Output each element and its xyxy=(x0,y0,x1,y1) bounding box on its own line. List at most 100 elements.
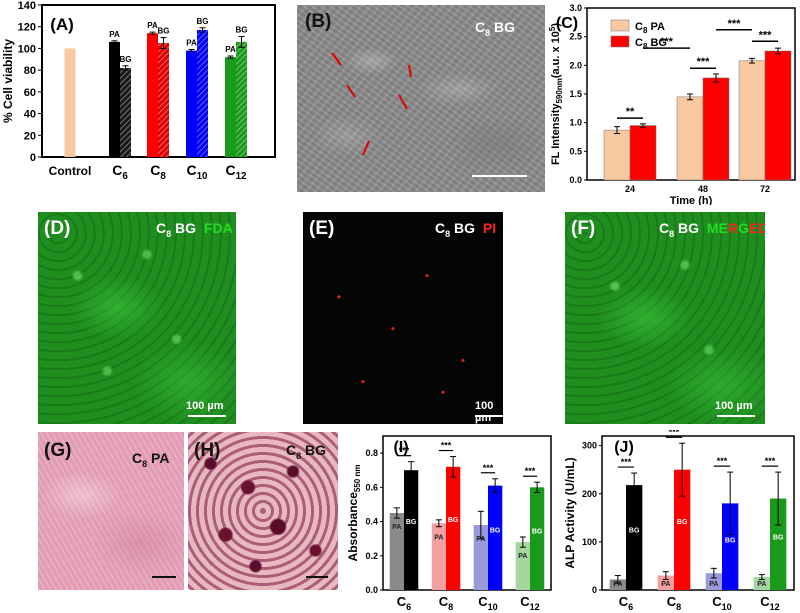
red-arrow-icon xyxy=(346,84,356,98)
micrograph-e-tag: C8 BG PI xyxy=(435,220,497,239)
bar-label: PA xyxy=(109,30,120,39)
panel-label-a: (A) xyxy=(50,15,74,34)
bar-pa xyxy=(753,577,770,590)
bar-label-pa: PA xyxy=(613,581,622,588)
bar-label-pa: PA xyxy=(661,581,670,588)
y-axis-label: Absorbance550 nm xyxy=(346,465,362,562)
bar xyxy=(738,60,766,181)
scale-bar xyxy=(152,576,176,578)
chart-a-viability: 0 20 40 60 80 100 120 140 % Cell viability (A) Con… xyxy=(1,0,276,182)
bar xyxy=(603,129,631,181)
bar-bg xyxy=(446,466,461,590)
micrograph-h-bg-stain: (H) C8 BG xyxy=(188,432,338,590)
bar-bg xyxy=(530,487,545,590)
bar-label-bg: BG xyxy=(448,517,459,524)
bar-label-pa: PA xyxy=(476,536,485,543)
legend-swatch xyxy=(610,19,630,32)
x-tick-label: 24 xyxy=(625,184,635,194)
legend-label: C8 BG xyxy=(635,37,667,51)
scale-bar-label: 100 µm xyxy=(715,400,753,412)
y-tick-label: 2.0 xyxy=(569,60,582,70)
bar-label-pa: PA xyxy=(518,553,527,560)
bar-pa xyxy=(609,579,626,590)
legend-swatch xyxy=(610,35,630,48)
x-category-label: C10 xyxy=(478,594,498,612)
bar-label-pa: PA xyxy=(709,581,718,588)
y-tick-label: 0.0 xyxy=(569,175,582,185)
panel-label-h: (H) xyxy=(194,440,221,461)
stain-label-pi: PI xyxy=(482,220,497,236)
micrograph-f-merged: (F) C8 BG MERGED 100 µm xyxy=(565,212,765,424)
y-axis-label: % Cell viability xyxy=(1,39,15,123)
panel-label-g: (G) xyxy=(44,440,72,461)
bar-hatch xyxy=(236,41,247,157)
significance-label: *** xyxy=(717,456,728,466)
bar-bg xyxy=(488,485,503,590)
bar-pa xyxy=(431,523,446,590)
arrows-overlay xyxy=(331,52,412,156)
significance-label: *** xyxy=(697,56,711,68)
significance-label: *** xyxy=(660,36,674,48)
bar-label-bg: BG xyxy=(490,528,501,535)
y-tick-label: 100 xyxy=(582,537,597,547)
x-category-label: C8 xyxy=(150,162,166,182)
y-tick-label: 120 xyxy=(18,22,36,34)
bar-hatch xyxy=(158,43,169,157)
y-tick-label: 80 xyxy=(24,65,36,77)
bar-pa xyxy=(657,575,674,590)
bar-pa xyxy=(705,573,722,590)
y-tick-label: 2.5 xyxy=(569,32,582,42)
y-tick-label: 100 xyxy=(18,43,36,55)
x-category-label: C6 xyxy=(397,594,411,612)
bar-label: PA xyxy=(147,21,158,30)
red-arrow-icon xyxy=(362,140,370,156)
bar-bg xyxy=(626,485,643,590)
x-category-label: C10 xyxy=(186,162,208,182)
panel-label-c: (C) xyxy=(556,15,578,32)
x-category-label: C8 xyxy=(439,594,453,612)
y-tick-label: 0.4 xyxy=(365,517,378,527)
bar-label-bg: BG xyxy=(773,535,784,542)
bar-hatch xyxy=(197,29,208,157)
x-category-label: C8 xyxy=(667,594,681,612)
scale-bar xyxy=(472,175,527,177)
y-axis-label: FL Intensity590nm(a.u. x 105) xyxy=(548,23,564,165)
y-tick-label: 140 xyxy=(18,0,36,12)
y-tick-label: 40 xyxy=(24,109,36,121)
bar-hatch xyxy=(120,67,131,157)
panel-label: (I) xyxy=(393,439,408,456)
significance-label: *** xyxy=(441,441,452,451)
bar-label-pa: PA xyxy=(392,524,401,531)
bar-bg xyxy=(770,498,787,590)
y-tick-label: 0.5 xyxy=(569,146,582,156)
significance-label: ** xyxy=(626,106,635,118)
x-tick-label: 48 xyxy=(698,184,708,194)
legend-label: C8 PA xyxy=(635,21,665,35)
micrograph-d-tag: C8 BG FDA xyxy=(156,220,233,239)
y-tick-label: 200 xyxy=(582,489,597,499)
micrograph-d-fda: (D) C8 BG FDA 100 µm xyxy=(38,212,236,424)
x-tick-label: 72 xyxy=(760,184,770,194)
y-axis-label: ALP Activity (U/mL) xyxy=(563,457,577,568)
bar-label: BG xyxy=(158,27,170,36)
y-tick-label: 1.5 xyxy=(569,89,582,99)
bar-label-bg: BG xyxy=(629,527,640,534)
significance-label: *** xyxy=(669,430,680,437)
significance-label: *** xyxy=(728,18,742,30)
scale-bar-label: 100 µm xyxy=(186,400,224,412)
x-category-label: C10 xyxy=(712,594,732,612)
bar xyxy=(225,57,236,157)
x-category-label: C12 xyxy=(760,594,780,612)
micrograph-e-pi: (E) C8 BG PI 100 µm xyxy=(303,212,503,424)
stain-label-fda: FDA xyxy=(203,220,233,236)
micrograph-h-tag: C8 BG xyxy=(286,442,327,461)
y-tick-label: 0 xyxy=(30,152,36,164)
bar xyxy=(64,48,76,157)
x-category-label: C12 xyxy=(225,162,247,182)
plot-frame xyxy=(601,435,795,591)
bar xyxy=(186,50,197,157)
micrograph-b-tag: C8 BG xyxy=(475,19,516,38)
bar-label: BG xyxy=(120,55,132,64)
micrograph-b-phase-contrast: (B) C8 BG xyxy=(297,5,545,192)
